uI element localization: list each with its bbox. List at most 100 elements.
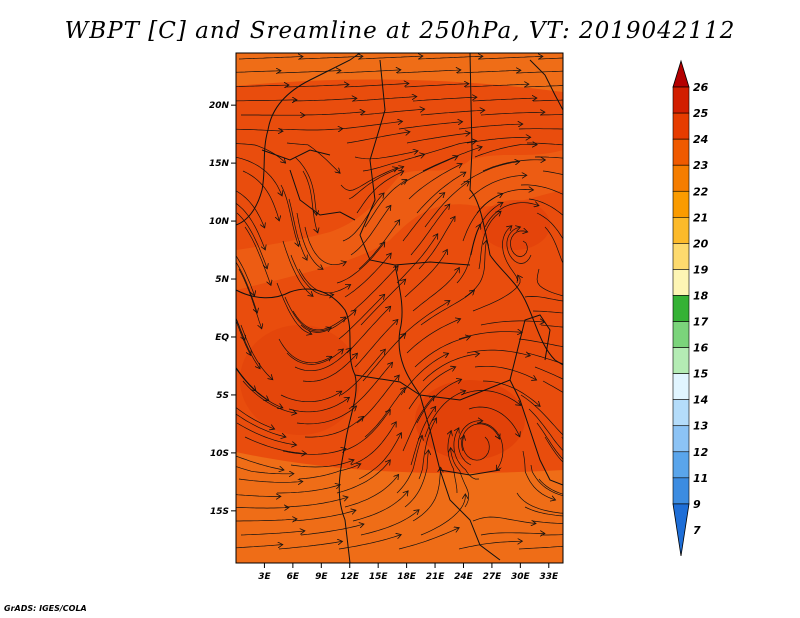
streamline	[284, 85, 348, 87]
streamline	[516, 70, 563, 74]
colorbar: 26 25 24 23 22 21 20 19 18 17 16 15 14 13 12 11 9 7	[672, 59, 709, 557]
country-borders	[236, 53, 563, 563]
streamline	[236, 129, 282, 131]
colorbar-swatch	[672, 425, 690, 453]
streamline	[336, 70, 400, 74]
streamline	[456, 225, 480, 284]
streamline	[476, 422, 504, 470]
nigeria-border	[289, 169, 356, 221]
streamline	[460, 390, 520, 405]
streamline	[354, 320, 397, 368]
west-african-coast-border	[236, 53, 361, 226]
streamline	[412, 468, 441, 522]
streamline	[360, 510, 418, 536]
streamline	[348, 167, 403, 200]
streamline	[468, 175, 526, 200]
streamline	[463, 436, 490, 461]
streamline	[277, 485, 339, 494]
streamline	[408, 367, 455, 410]
streamline	[288, 198, 307, 259]
colorbar-swatch	[672, 190, 690, 218]
streamline	[398, 528, 458, 550]
streamline	[416, 173, 465, 214]
streamline	[538, 57, 563, 60]
streamline	[482, 380, 539, 406]
colorbar-label: 15	[693, 368, 709, 381]
streamline	[236, 507, 288, 508]
streamline	[301, 112, 364, 116]
streamline	[524, 506, 563, 517]
colorbar-top-arrow	[672, 59, 690, 88]
streamline	[536, 422, 563, 460]
streamline	[352, 267, 398, 312]
streamline	[534, 366, 563, 380]
streamline	[338, 535, 400, 550]
streamline	[280, 392, 341, 403]
grads-credit: GrADS: IGES/COLA	[4, 604, 87, 613]
streamline	[236, 519, 296, 521]
streamline	[414, 337, 469, 368]
streamline	[542, 380, 563, 393]
lat-tick-label: 20N	[209, 101, 230, 111]
lat-tick-label: EQ	[215, 333, 229, 343]
streamline	[344, 475, 398, 508]
streamline	[236, 202, 265, 249]
lat-tick-label: 10N	[209, 217, 230, 227]
lon-tick-label: 30E	[511, 572, 531, 582]
colorbar-label: 20	[693, 237, 709, 250]
lon-tick-label: 15E	[369, 572, 389, 582]
streamline	[294, 156, 317, 214]
colorbar-label: 14	[693, 394, 708, 407]
colorbar-swatch	[672, 399, 690, 427]
lon-tick-label: 3E	[258, 572, 271, 582]
streamline	[236, 422, 296, 445]
streamline	[520, 184, 563, 195]
streamline	[286, 350, 343, 365]
colorbar-label: 21	[693, 211, 708, 224]
streamline	[410, 205, 449, 256]
streamline	[282, 240, 312, 296]
lon-tick-label: 27E	[483, 572, 503, 582]
streamline	[340, 350, 385, 396]
streamline	[352, 97, 416, 102]
colorbar-swatch	[672, 217, 690, 244]
streamline	[484, 203, 538, 228]
streamline	[480, 533, 544, 535]
streamline	[502, 226, 518, 284]
sudan-east-border	[469, 53, 563, 366]
streamline	[480, 321, 544, 326]
streamline	[518, 545, 563, 550]
streamline	[422, 354, 479, 382]
streamline	[236, 366, 268, 400]
streamline	[240, 324, 272, 379]
streamline	[296, 407, 356, 425]
streamline	[541, 534, 563, 536]
map-area	[236, 53, 563, 563]
lon-tick-label: 33E	[539, 572, 559, 582]
streamline	[360, 109, 424, 116]
longitude-axis: 3E 6E 9E 12E 15E 18E 21E 24E 27E 30E 33E	[258, 563, 559, 582]
streamline	[282, 449, 345, 455]
streamline	[344, 254, 391, 298]
streamline	[482, 160, 544, 172]
streamline	[364, 180, 406, 228]
lake-region-border	[509, 314, 551, 381]
streamline	[538, 478, 563, 495]
streamline	[522, 450, 555, 500]
streamline	[360, 280, 405, 326]
colorbar-bottom-arrow	[672, 503, 690, 557]
streamline	[304, 417, 363, 438]
streamline	[236, 85, 288, 87]
streamline	[356, 171, 403, 214]
streamline	[236, 255, 254, 295]
streamline	[238, 479, 302, 482]
lat-tick-label: 5S	[216, 391, 229, 401]
colorbar-label: 25	[693, 107, 709, 120]
streamline	[412, 268, 459, 312]
colorbar-label: 18	[693, 289, 709, 302]
streamline	[242, 380, 296, 413]
cool-patch-west	[240, 325, 360, 435]
streamline	[284, 296, 330, 331]
streamline	[362, 155, 424, 172]
